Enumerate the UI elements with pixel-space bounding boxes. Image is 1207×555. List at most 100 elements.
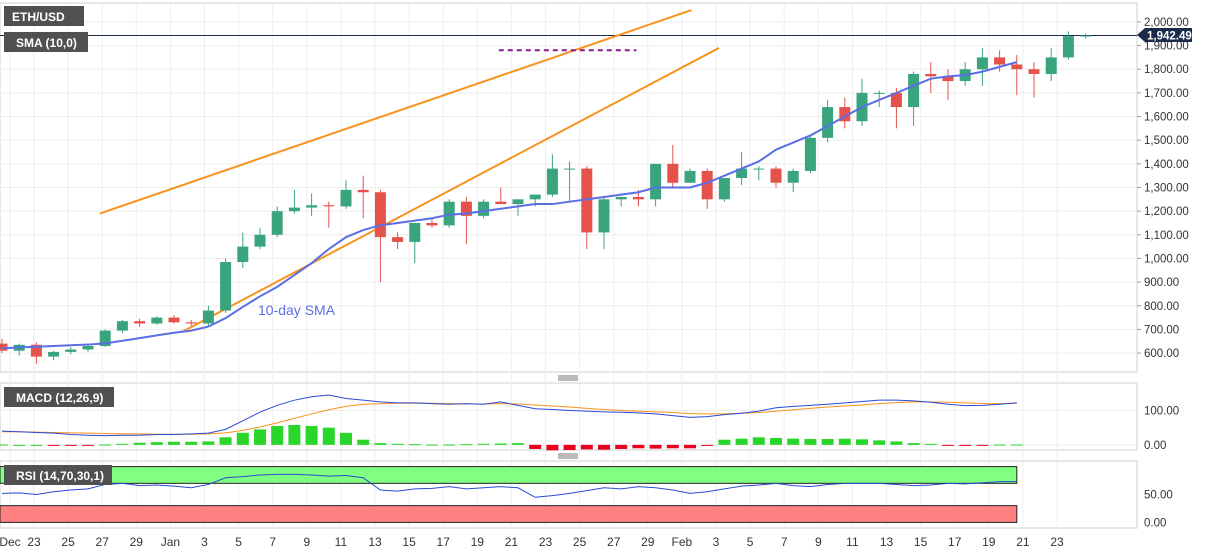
candle-body[interactable] [1080, 35, 1092, 37]
candle-body[interactable] [736, 168, 748, 179]
candle-body[interactable] [202, 310, 214, 324]
candle-body[interactable] [495, 201, 507, 205]
candle-body[interactable] [65, 349, 77, 352]
candle-body[interactable] [598, 199, 610, 233]
candle-body[interactable] [271, 211, 283, 235]
x-tick-label: 15 [402, 535, 416, 549]
y-tick-label: 0.00 [1144, 517, 1166, 529]
x-tick-label: 23 [1050, 535, 1064, 549]
candle-body[interactable] [529, 194, 541, 200]
x-tick-label: 17 [948, 535, 962, 549]
candle-body[interactable] [908, 73, 920, 108]
candle-body[interactable] [443, 201, 455, 226]
candle-body[interactable] [30, 344, 42, 357]
candle-body[interactable] [254, 234, 266, 247]
price-macd-divider-handle[interactable] [558, 375, 578, 381]
x-tick-label: Feb [672, 535, 693, 549]
candle-body[interactable] [426, 222, 438, 226]
candle-body[interactable] [374, 192, 386, 238]
macd-histogram-bar [598, 444, 610, 450]
macd-histogram-bar [322, 427, 335, 445]
candle-body[interactable] [409, 222, 421, 242]
support-trendline [181, 47, 720, 333]
candle-body[interactable] [632, 196, 644, 200]
candle-body[interactable] [994, 57, 1006, 65]
x-tick-label: 19 [982, 535, 996, 549]
x-tick-label: 25 [573, 535, 587, 549]
candle-body[interactable] [667, 163, 679, 183]
candle-body[interactable] [770, 168, 782, 183]
candle-body[interactable] [151, 317, 163, 324]
candle-body[interactable] [340, 189, 352, 207]
candle-body[interactable] [1062, 36, 1074, 58]
candle-body[interactable] [701, 170, 713, 200]
x-tick-label: 5 [235, 535, 242, 549]
candle-body[interactable] [323, 205, 335, 207]
candle-body[interactable] [804, 137, 816, 171]
candle-body[interactable] [237, 246, 249, 263]
candle-body[interactable] [1011, 64, 1023, 70]
macd-label: MACD (12,26,9) [4, 387, 114, 407]
candle-body[interactable] [357, 189, 369, 193]
macd-histogram-bar [529, 444, 542, 449]
candle-body[interactable] [48, 351, 60, 357]
y-tick-label: 1,200.00 [1144, 206, 1189, 218]
rsi-panel[interactable] [0, 466, 1018, 523]
macd-panel[interactable] [0, 394, 1023, 451]
macd-histogram-bar [47, 444, 60, 446]
candle-body[interactable] [839, 107, 851, 122]
x-tick-label: 23 [27, 535, 41, 549]
macd-rsi-divider-handle[interactable] [558, 453, 578, 459]
candle-body[interactable] [82, 345, 94, 350]
candle-body[interactable] [185, 322, 197, 324]
macd-histogram-bar [684, 444, 696, 449]
candle-body[interactable] [822, 107, 834, 138]
candle-body[interactable] [890, 92, 902, 108]
candle-body[interactable] [1045, 57, 1057, 74]
candle-body[interactable] [220, 262, 232, 311]
macd-histogram-bar [752, 437, 765, 445]
price-panel[interactable] [0, 9, 1137, 364]
candle-body[interactable] [134, 321, 146, 324]
x-tick-label: 25 [61, 535, 75, 549]
macd-histogram-bar [615, 444, 628, 449]
candle-body[interactable] [116, 321, 128, 331]
candle-body[interactable] [392, 237, 404, 242]
macd-histogram-bar [804, 439, 817, 445]
candle-body[interactable] [873, 92, 885, 94]
macd-frame [0, 382, 1138, 451]
x-tick-label: Jan [161, 535, 180, 549]
candle-body[interactable] [564, 168, 576, 170]
candle-body[interactable] [942, 76, 954, 82]
rsi-line [1, 473, 1017, 498]
candle-body[interactable] [650, 163, 662, 200]
y-tick-label: 1,800.00 [1144, 64, 1189, 76]
candle-body[interactable] [787, 170, 799, 183]
candle-body[interactable] [546, 168, 558, 195]
candle-body[interactable] [581, 168, 593, 233]
candle-body[interactable] [288, 207, 300, 212]
candle-body[interactable] [99, 330, 111, 346]
candle-body[interactable] [615, 196, 627, 200]
candle-body[interactable] [718, 178, 730, 200]
candle-body[interactable] [0, 343, 8, 351]
macd-histogram-bar [219, 437, 232, 445]
candle-body[interactable] [512, 199, 524, 205]
candle-body[interactable] [478, 201, 490, 216]
candle-body[interactable] [753, 168, 765, 170]
sma-label: SMA (10,0) [4, 32, 88, 52]
symbol-text: ETH/USD [12, 10, 65, 24]
candle-body[interactable] [1028, 69, 1040, 74]
candle-body[interactable] [460, 201, 472, 216]
x-tick-label: 3 [201, 535, 208, 549]
macd-histogram-bar [666, 444, 679, 449]
candle-body[interactable] [976, 57, 988, 70]
candle-body[interactable] [925, 73, 937, 77]
candle-body[interactable] [306, 205, 318, 208]
candle-body[interactable] [684, 170, 696, 183]
x-tick-label: 5 [747, 535, 754, 549]
y-tick-label: 2,000.00 [1144, 17, 1189, 29]
candle-body[interactable] [168, 317, 180, 323]
macd-histogram-bar [580, 444, 593, 450]
